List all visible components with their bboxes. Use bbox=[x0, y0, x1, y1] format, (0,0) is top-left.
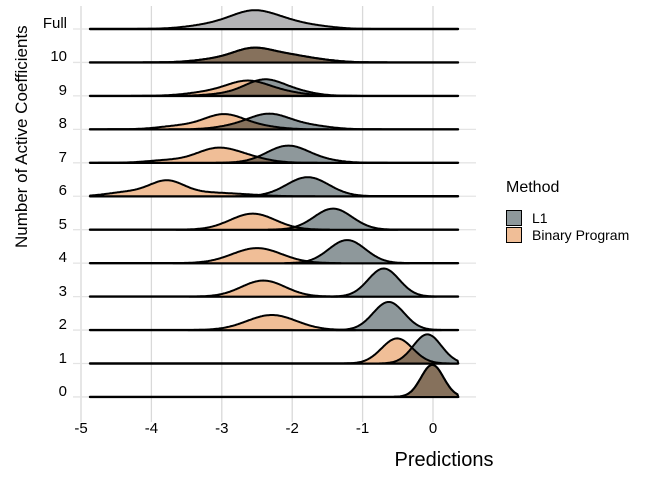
x-tick-label--5: -5 bbox=[74, 420, 88, 437]
y-tick-label-4: 4 bbox=[58, 249, 67, 267]
density-full-row-full bbox=[126, 9, 385, 30]
y-tick-label-5: 5 bbox=[58, 215, 67, 233]
y-tick-label-9: 9 bbox=[58, 81, 67, 99]
density-l1-row-2 bbox=[335, 301, 443, 332]
x-tick-label--3: -3 bbox=[215, 420, 229, 437]
x-tick-label-0: 0 bbox=[428, 420, 438, 437]
density-l1-row-4 bbox=[283, 239, 411, 265]
x-axis-title: Predictions bbox=[394, 449, 494, 471]
density-l1-row-1 bbox=[378, 333, 460, 365]
legend-label-l1: L1 bbox=[532, 209, 548, 226]
legend-item-l1: L1 bbox=[506, 209, 629, 226]
y-axis-title: Number of Active Coefficients bbox=[12, 25, 31, 249]
density-l1-row-7 bbox=[215, 144, 389, 164]
y-tick-label-6: 6 bbox=[58, 182, 67, 200]
y-tick-label-3: 3 bbox=[58, 282, 67, 300]
density-l1-row-5 bbox=[267, 207, 399, 231]
density-l1-row-8 bbox=[168, 112, 383, 131]
legend-item-binary-program: Binary Program bbox=[506, 226, 629, 243]
x-tick-label--2: -2 bbox=[285, 420, 299, 437]
density-l1-row-9 bbox=[156, 78, 362, 97]
density-binary-program-row-3 bbox=[188, 279, 339, 298]
y-tick-label-7: 7 bbox=[58, 148, 67, 166]
density-l1-row-10 bbox=[142, 46, 389, 64]
density-binary-program-row-2 bbox=[187, 314, 357, 332]
legend: Method L1 Binary Program bbox=[506, 179, 629, 243]
y-tick-label-2: 2 bbox=[58, 316, 67, 334]
legend-swatch-l1 bbox=[506, 209, 522, 226]
y-tick-label-8: 8 bbox=[58, 115, 67, 133]
legend-label-binary-program: Binary Program bbox=[532, 226, 630, 243]
y-tick-label-0: 0 bbox=[58, 382, 67, 400]
y-tick-label-1: 1 bbox=[58, 349, 67, 367]
x-tick-label--4: -4 bbox=[144, 420, 159, 437]
legend-items: L1 Binary Program bbox=[506, 209, 629, 243]
x-tick-label--1: -1 bbox=[355, 420, 370, 437]
y-tick-label-full: Full bbox=[42, 15, 67, 32]
y-tick-label-10: 10 bbox=[50, 48, 67, 66]
density-l1-row-3 bbox=[330, 267, 438, 298]
density-l1-row-6 bbox=[234, 176, 381, 198]
density-l1-row-0 bbox=[393, 363, 460, 398]
legend-swatch-binary-program bbox=[506, 226, 522, 243]
legend-title: Method bbox=[506, 179, 560, 196]
